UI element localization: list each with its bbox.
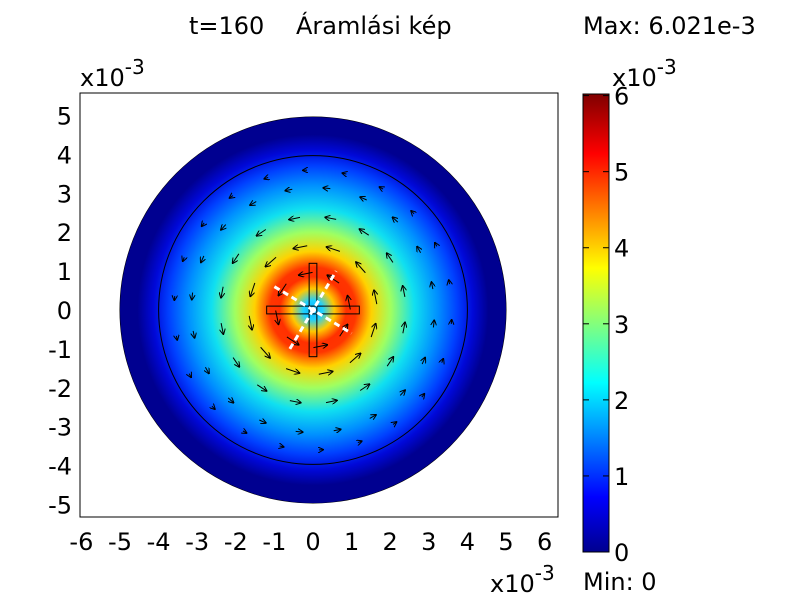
- y-tick-label: -5: [48, 492, 72, 520]
- colorbar-tick-label: 5: [614, 159, 629, 187]
- x-tick-label: -1: [262, 528, 286, 556]
- y-tick-label: -3: [48, 414, 72, 442]
- y-tick-label: 2: [57, 219, 72, 247]
- colorbar-tick-label: 4: [614, 235, 629, 263]
- max-label: Max: 6.021e-3: [583, 12, 756, 40]
- y-tick-label: 3: [57, 180, 72, 208]
- y-tick-label: 1: [57, 258, 72, 286]
- y-multiplier-exponent: -3: [125, 55, 145, 79]
- x-tick-label: -5: [108, 528, 132, 556]
- stirrer-center: [310, 307, 316, 313]
- x-multiplier-exponent: -3: [535, 561, 555, 585]
- y-tick-label: 0: [57, 297, 72, 325]
- y-tick-labels: 5 4 3 2 1 0 -1 -2 -3 -4 -5: [48, 103, 72, 520]
- x-tick-label: 3: [421, 528, 436, 556]
- y-tick-label: -2: [48, 375, 72, 403]
- y-multiplier-base: x10: [80, 64, 125, 92]
- x-multiplier-base: x10: [490, 570, 535, 598]
- y-tick-label: 5: [57, 103, 72, 131]
- x-tick-label: -2: [224, 528, 248, 556]
- colorbar-tick-label: 1: [614, 463, 629, 491]
- x-tick-label: -6: [69, 528, 93, 556]
- chart-title: Áramlási kép: [296, 11, 452, 40]
- x-tick-label: 0: [305, 528, 320, 556]
- field-layer: [120, 117, 506, 503]
- colorbar-tick-label: 0: [614, 539, 629, 567]
- x-tick-label: -4: [147, 528, 171, 556]
- x-tick-label: 6: [537, 528, 552, 556]
- x-axis-multiplier: x10-3: [490, 561, 555, 598]
- y-tick-label: 4: [57, 141, 72, 169]
- x-tick-label: 2: [383, 528, 398, 556]
- y-tick-label: -1: [48, 336, 72, 364]
- min-label: Min: 0: [583, 568, 657, 596]
- colorbar-tick-label: 2: [614, 387, 629, 415]
- time-label: t=160: [189, 12, 264, 40]
- colorbar-tick-label: 6: [614, 83, 629, 111]
- y-axis-multiplier: x10-3: [80, 55, 145, 92]
- colorbar-tick-label: 3: [614, 311, 629, 339]
- colorbar-multiplier-exponent: -3: [657, 55, 677, 79]
- x-tick-label: -3: [185, 528, 209, 556]
- x-tick-label: 5: [498, 528, 513, 556]
- y-tick-label: -4: [48, 453, 72, 481]
- colorbar: [583, 94, 609, 552]
- x-tick-label: 4: [460, 528, 475, 556]
- x-tick-label: 1: [344, 528, 359, 556]
